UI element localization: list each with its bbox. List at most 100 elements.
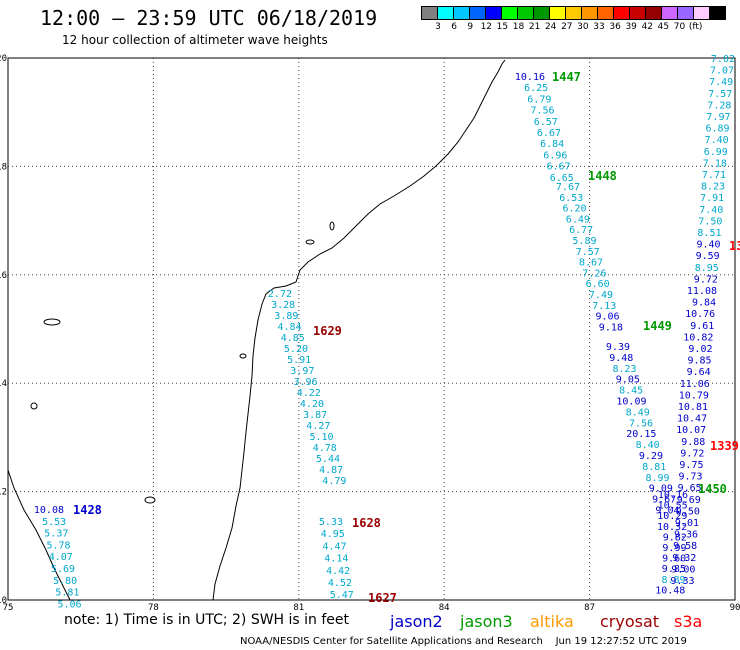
- swh-value: 8.45: [619, 386, 643, 397]
- swh-value: 7.02: [711, 54, 735, 65]
- swh-value: 6.53: [559, 193, 583, 204]
- swh-value: 7.49: [589, 290, 613, 301]
- swh-value: 9.72: [694, 274, 718, 285]
- swh-value: 9.64: [687, 367, 711, 378]
- map-frame: [7, 57, 736, 601]
- color-scale-label: 27: [561, 22, 573, 32]
- swh-value: 10.08: [34, 505, 64, 516]
- swh-value: 5.91: [287, 355, 311, 366]
- swh-value: 5.81: [55, 588, 79, 599]
- swh-value: 7.67: [556, 182, 580, 193]
- swh-value: 7.50: [698, 216, 722, 227]
- swh-value: 9.40: [697, 240, 721, 251]
- swh-value: 9.33: [670, 576, 694, 587]
- swh-value: 9.88: [681, 437, 705, 448]
- swh-value: 9.58: [673, 541, 697, 552]
- swh-value: 7.13: [592, 301, 616, 312]
- swh-value: 7.49: [709, 77, 733, 88]
- swh-value: 7.18: [703, 158, 727, 169]
- swh-value: 6.89: [706, 124, 730, 135]
- swh-value: 4.27: [306, 421, 330, 432]
- swh-value: 9.67: [652, 495, 676, 506]
- swh-value: 4.42: [326, 566, 350, 577]
- swh-value: 9.65: [678, 483, 702, 494]
- x-tick-label: 78: [148, 603, 159, 613]
- color-scale-label: 36: [609, 22, 621, 32]
- swh-value: 8.51: [697, 228, 721, 239]
- swh-value: 4.52: [328, 578, 352, 589]
- swh-value: 9.06: [596, 312, 620, 323]
- swh-value: 4.79: [322, 476, 346, 487]
- swh-value: 9.05: [616, 375, 640, 386]
- color-scale-label: 45: [657, 22, 670, 32]
- swh-value: 4.84: [278, 322, 302, 333]
- color-scale-label: 15: [496, 22, 509, 32]
- island-outline: [43, 318, 61, 326]
- track-id-label: 1629: [313, 324, 342, 338]
- x-tick-label: 81: [293, 603, 304, 613]
- map-title: 12:00 – 23:59 UTC 06/18/2019: [40, 6, 378, 30]
- y-tick-label: 18: [0, 162, 7, 172]
- swh-value: 6.57: [534, 117, 558, 128]
- swh-value: 5.89: [572, 236, 596, 247]
- color-scale-label: 12: [480, 22, 493, 32]
- swh-value: 10.79: [679, 390, 709, 401]
- swh-value: 3.97: [290, 366, 314, 377]
- swh-value: 4.14: [324, 554, 348, 565]
- swh-value: 10.07: [676, 425, 706, 436]
- swh-value: 10.81: [678, 402, 708, 413]
- swh-value: 11.06: [680, 379, 710, 390]
- swh-value: 4.07: [49, 552, 73, 563]
- altimeter-tracks: 10.166.256.797.566.576.676.846.966.676.6…: [34, 54, 740, 610]
- track-id-label: 1627: [368, 591, 397, 605]
- swh-value: 8.23: [701, 182, 725, 193]
- swh-value: 3.96: [294, 377, 318, 388]
- x-tick-label: 84: [439, 603, 450, 613]
- swh-value: 6.84: [540, 139, 564, 150]
- swh-value: 6.77: [569, 225, 593, 236]
- island-outline: [30, 402, 38, 410]
- track-id-label: 1339: [710, 439, 739, 453]
- note-text: note: 1) Time is in UTC; 2) SWH is in fe…: [64, 612, 350, 628]
- swh-value: 9.60: [662, 554, 686, 565]
- swh-value: 9.09: [649, 484, 673, 495]
- x-tick-label: 87: [584, 603, 595, 613]
- swh-value: 7.56: [629, 418, 653, 429]
- swh-value: 6.60: [586, 279, 610, 290]
- swh-value: 6.99: [704, 147, 728, 158]
- swh-value: 5.10: [310, 432, 334, 443]
- swh-value: 8.67: [579, 258, 603, 269]
- swh-value: 8.49: [626, 407, 650, 418]
- swh-value: 7.97: [706, 112, 730, 123]
- swh-value: 6.96: [543, 150, 567, 161]
- swh-value: 9.85: [662, 564, 686, 575]
- swh-value: 9.18: [599, 322, 623, 333]
- swh-value: 4.78: [313, 443, 337, 454]
- swh-value: 10.09: [616, 397, 646, 408]
- swh-value: 5.53: [42, 517, 66, 528]
- swh-value: 9.69: [677, 495, 701, 506]
- track-id-label: 1448: [588, 169, 617, 183]
- swh-value: 8.40: [636, 440, 660, 451]
- swh-value: 4.22: [297, 388, 321, 399]
- swh-value: 10.48: [655, 585, 685, 596]
- swh-value: 9.82: [663, 532, 687, 543]
- swh-value: 9.75: [679, 460, 703, 471]
- color-scale-label: 33: [593, 22, 605, 32]
- track-id-label: 1450: [698, 482, 727, 496]
- swh-value: 9.04: [655, 506, 679, 517]
- legend-altika: altika: [530, 612, 574, 631]
- swh-value: 10.16: [658, 490, 688, 501]
- swh-value: 7.07: [710, 66, 734, 77]
- track-id-label: 1449: [643, 319, 672, 333]
- track-id-label: 1628: [352, 516, 381, 530]
- swh-value: 10.16: [515, 72, 545, 83]
- color-scale-label: 39: [625, 22, 637, 32]
- swh-value: 6.65: [550, 173, 574, 184]
- swh-value: 7.28: [707, 100, 731, 111]
- swh-value: 9.72: [680, 448, 704, 459]
- swh-value: 8.81: [642, 462, 666, 473]
- swh-value: 6.67: [547, 162, 571, 173]
- color-scale-label: 9: [467, 22, 474, 32]
